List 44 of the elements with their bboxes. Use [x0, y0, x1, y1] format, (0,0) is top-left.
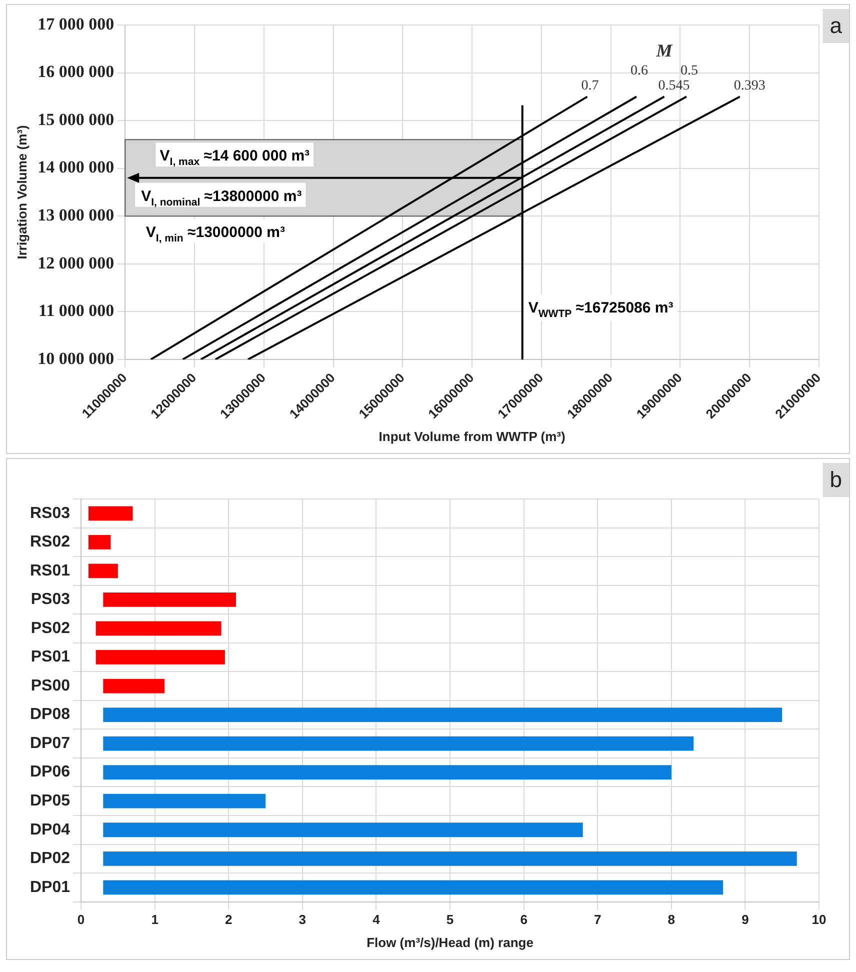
y-tick-label: DP06	[30, 764, 70, 781]
y-tick-label: PS02	[30, 620, 70, 637]
x-tick-label: 4	[372, 912, 381, 928]
y-tick-label: 13 000 000	[38, 206, 114, 225]
x-tick-label: 1	[151, 912, 158, 928]
x-tick-label: 10	[812, 912, 826, 928]
y-tick-label: 11 000 000	[38, 301, 114, 320]
x-tick-label: 2	[225, 912, 232, 928]
x-axis-title: Flow (m³/s)/Head (m) range	[366, 934, 534, 950]
text: b	[830, 467, 842, 492]
y-tick-label: 17 000 000	[38, 14, 114, 34]
x-tick-label: 8	[668, 912, 676, 928]
y-tick-label: DP01	[30, 878, 70, 896]
y-tick-label: RS01	[30, 562, 70, 580]
x-tick-label: 5	[446, 912, 454, 928]
y-tick-label: RS03	[30, 504, 70, 522]
text: a	[830, 13, 843, 38]
legend-title: M	[655, 40, 674, 60]
y-tick-label: DP05	[30, 792, 70, 810]
x-tick-label: 9	[742, 912, 749, 928]
x-tick-label: 6	[520, 912, 528, 928]
x-tick-label: 7	[594, 912, 602, 928]
y-tick-label: PS00	[30, 677, 70, 694]
x-axis-title: Input Volume from WWTP (m³)	[378, 428, 566, 444]
y-tick-label: DP02	[30, 850, 70, 868]
series-label: 0.7	[581, 78, 599, 94]
y-tick-label: 14 000 000	[38, 158, 114, 177]
x-tick-label: 0	[77, 912, 85, 928]
y-tick-label: PS01	[30, 648, 70, 666]
y-tick-label: PS03	[30, 591, 70, 608]
y-axis-title: Irrigation Volume (m³)	[14, 125, 30, 260]
y-tick-label: DP04	[30, 821, 70, 838]
y-tick-label: RS02	[30, 534, 70, 551]
y-tick-label: DP08	[30, 706, 70, 724]
y-tick-label: DP07	[30, 734, 70, 752]
y-tick-label: 16 000 000	[38, 62, 114, 82]
y-tick-label: 10 000 000	[38, 348, 114, 368]
series-label: 0.6	[630, 63, 648, 78]
x-tick-label: 3	[298, 912, 306, 928]
series-label: 0.5	[680, 63, 698, 78]
series-label: 0.393	[734, 78, 766, 94]
y-tick-label: 12 000 000	[38, 253, 114, 272]
y-tick-label: 15 000 000	[38, 110, 114, 129]
series-label: 0.545	[658, 78, 690, 94]
